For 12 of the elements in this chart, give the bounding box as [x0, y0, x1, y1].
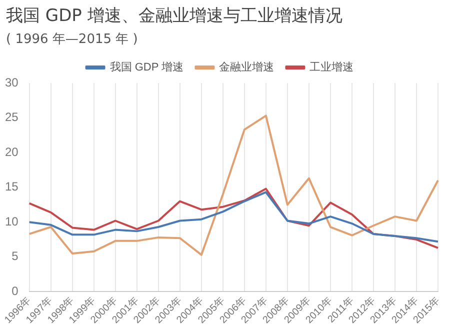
y-tick-label: 10: [4, 214, 19, 228]
legend-label: 我国 GDP 增速: [110, 60, 184, 74]
chart-title: 我国 GDP 增速、金融业增速与工业增速情况: [6, 5, 342, 27]
y-tick-label: 15: [4, 180, 19, 194]
y-tick-label: 20: [4, 144, 19, 159]
legend-label: 金融业增速: [219, 60, 274, 74]
chart-subtitle: ( 1996 年—2015 年 ): [6, 31, 138, 48]
y-tick-label: 0: [12, 284, 19, 298]
y-tick-label: 30: [4, 75, 19, 90]
y-tick-label: 5: [12, 249, 19, 264]
legend-label: 工业增速: [310, 60, 354, 74]
y-tick-label: 25: [4, 110, 19, 124]
